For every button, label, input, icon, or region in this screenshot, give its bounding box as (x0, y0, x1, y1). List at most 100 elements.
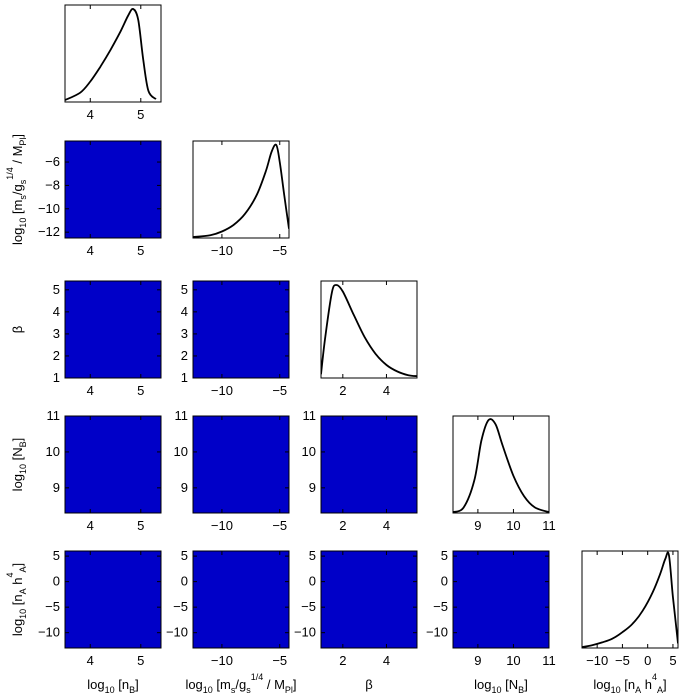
y-tick-label: 0 (309, 574, 316, 589)
joint-panel-beta-nAhA (320, 550, 418, 649)
panel-frame (192, 415, 290, 514)
x-tick-label: −10 (211, 243, 233, 258)
x-tick-label: 4 (87, 383, 94, 398)
marginal-curve (453, 418, 549, 513)
panel-frame (192, 140, 290, 239)
joint-panel-nB-ms (64, 140, 162, 239)
y-tick-label: −5 (433, 599, 448, 614)
x-tick-label: 5 (137, 383, 144, 398)
y-tick-label: −12 (38, 224, 60, 239)
x-tick-label: 11 (542, 653, 556, 668)
marginal-curve (321, 284, 417, 377)
x-tick-label: 4 (383, 653, 390, 668)
axis-label-nAhA: log10​ [nA​ h4​A​] (593, 672, 666, 695)
panel-frame (320, 415, 418, 514)
panel-frame (64, 4, 162, 103)
x-tick-label: 2 (339, 383, 346, 398)
y-tick-label: 9 (309, 480, 316, 495)
x-tick-label: −10 (586, 653, 608, 668)
y-tick-label: 10 (302, 444, 316, 459)
x-tick-label: 5 (137, 653, 144, 668)
axis-label-NB: log10​ [NB​] (474, 677, 528, 695)
y-tick-label: 4 (181, 304, 188, 319)
y-tick-label: −8 (45, 177, 60, 192)
joint-panel-beta-NB (320, 415, 418, 514)
panel-frame (192, 280, 290, 379)
marginal-panel-nAhA (581, 550, 679, 649)
y-tick-label: 0 (441, 574, 448, 589)
y-tick-label: 5 (181, 282, 188, 297)
joint-panel-ms-beta (192, 280, 290, 379)
y-tick-label: −6 (45, 154, 60, 169)
panel-background (65, 141, 161, 238)
panel-background (453, 416, 549, 513)
panel-frame (64, 140, 162, 239)
y-tick-label: −10 (166, 625, 188, 640)
x-tick-label: 4 (87, 653, 94, 668)
x-tick-label: −5 (272, 243, 287, 258)
y-tick-label: 3 (53, 326, 60, 341)
y-tick-label: −5 (173, 599, 188, 614)
y-tick-label: 10 (46, 444, 60, 459)
x-tick-label: 2 (339, 653, 346, 668)
panel-frame (192, 550, 290, 649)
x-tick-label: −10 (211, 653, 233, 668)
panel-background (65, 281, 161, 378)
panel-frame (581, 550, 679, 649)
joint-panel-nB-NB (64, 415, 162, 514)
marginal-curve (65, 8, 157, 101)
marginal-panel-NB (452, 415, 550, 514)
panel-frame (320, 550, 418, 649)
joint-panel-nB-beta (64, 280, 162, 379)
joint-panel-ms-NB (192, 415, 290, 514)
y-tick-label: −10 (38, 201, 60, 216)
x-tick-label: 2 (339, 518, 346, 533)
x-tick-label: 0 (644, 653, 651, 668)
y-tick-label: 10 (174, 444, 188, 459)
marginal-curve (582, 551, 678, 648)
axis-label-NB: log10​ [NB​] (10, 438, 28, 492)
x-tick-label: 4 (87, 243, 94, 258)
x-tick-label: 10 (506, 518, 520, 533)
x-tick-label: −5 (272, 653, 287, 668)
panel-background (321, 551, 417, 648)
y-tick-label: 5 (441, 548, 448, 563)
y-tick-label: 1 (53, 370, 60, 385)
x-tick-label: 4 (87, 107, 94, 122)
x-tick-label: 5 (137, 107, 144, 122)
x-tick-label: 4 (383, 383, 390, 398)
axis-label-ms: log10​ [ms​/gs​1/4​ / MPl​] (5, 134, 28, 245)
y-tick-label: 4 (53, 304, 60, 319)
x-tick-label: −5 (272, 383, 287, 398)
panel-background (65, 416, 161, 513)
y-tick-label: −5 (301, 599, 316, 614)
panel-frame (64, 550, 162, 649)
y-tick-label: 5 (53, 282, 60, 297)
axis-label-beta: β (365, 677, 372, 692)
x-tick-label: 5 (669, 653, 676, 668)
y-tick-label: 2 (181, 348, 188, 363)
panel-background (65, 551, 161, 648)
y-tick-label: −10 (294, 625, 316, 640)
x-tick-label: −5 (272, 518, 287, 533)
y-tick-label: −10 (38, 625, 60, 640)
axis-label-nAhA: log10​ [nA​ h4​A​] (5, 563, 28, 636)
y-tick-label: 5 (309, 548, 316, 563)
marginal-panel-beta (320, 280, 418, 379)
panel-background (193, 416, 289, 513)
panel-frame (64, 415, 162, 514)
y-tick-label: 11 (47, 408, 61, 423)
joint-panel-NB-nAhA (452, 550, 550, 649)
y-tick-label: 3 (181, 326, 188, 341)
panel-frame (452, 550, 550, 649)
x-tick-label: −10 (211, 383, 233, 398)
panel-background (321, 416, 417, 513)
y-tick-label: −10 (426, 625, 448, 640)
panel-background (321, 281, 417, 378)
y-tick-label: 11 (175, 408, 189, 423)
marginal-curve (193, 143, 289, 238)
y-tick-label: 11 (303, 408, 317, 423)
panel-background (193, 551, 289, 648)
panel-frame (320, 280, 418, 379)
